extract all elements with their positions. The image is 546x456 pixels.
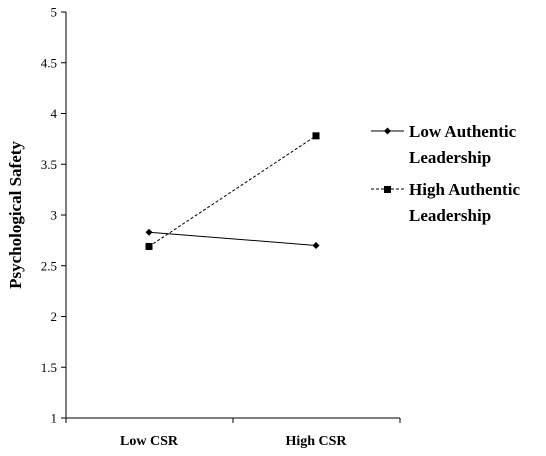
legend-label-low-authentic-line2: Leadership (409, 148, 491, 167)
y-tick-label: 1.5 (41, 360, 57, 375)
y-tick-label: 4 (51, 106, 58, 121)
data-point-square (145, 242, 153, 250)
y-tick-label: 3.5 (41, 157, 57, 172)
x-ticks: Low CSR High CSR (65, 418, 401, 449)
legend-label-low-authentic-line1: Low Authentic (409, 122, 517, 141)
legend-label-high-authentic-line2: Leadership (409, 206, 491, 225)
y-tick-label: 3 (51, 208, 58, 223)
y-tick-label: 5 (51, 5, 58, 20)
series-markers (145, 132, 320, 250)
data-point-diamond (312, 241, 320, 249)
data-point-diamond (145, 228, 153, 236)
y-tick-label: 2 (51, 309, 58, 324)
legend-item-high-authentic: High Authentic Leadership (371, 180, 520, 225)
series-lines (148, 135, 317, 247)
legend-marker-diamond-icon (384, 127, 391, 135)
series-line-high-authentic (148, 135, 317, 247)
x-tick-label: Low CSR (120, 434, 179, 449)
series-line-low-authentic (148, 231, 317, 246)
legend-marker-square-icon (384, 186, 391, 193)
y-tick-label: 1 (51, 411, 58, 426)
legend-item-low-authentic: Low Authentic Leadership (371, 122, 517, 167)
y-tick-label: 4.5 (41, 55, 57, 70)
y-axis-title: Psychological Safety (6, 141, 25, 289)
x-tick-label: High CSR (285, 434, 347, 449)
y-tick-label: 2.5 (41, 258, 57, 273)
data-point-square (312, 132, 320, 140)
legend: Low Authentic Leadership High Authentic … (371, 122, 520, 225)
y-ticks: 1 1.5 2 2.5 3 3.5 4 4.5 5 (41, 5, 66, 426)
legend-label-high-authentic-line1: High Authentic (409, 180, 520, 199)
